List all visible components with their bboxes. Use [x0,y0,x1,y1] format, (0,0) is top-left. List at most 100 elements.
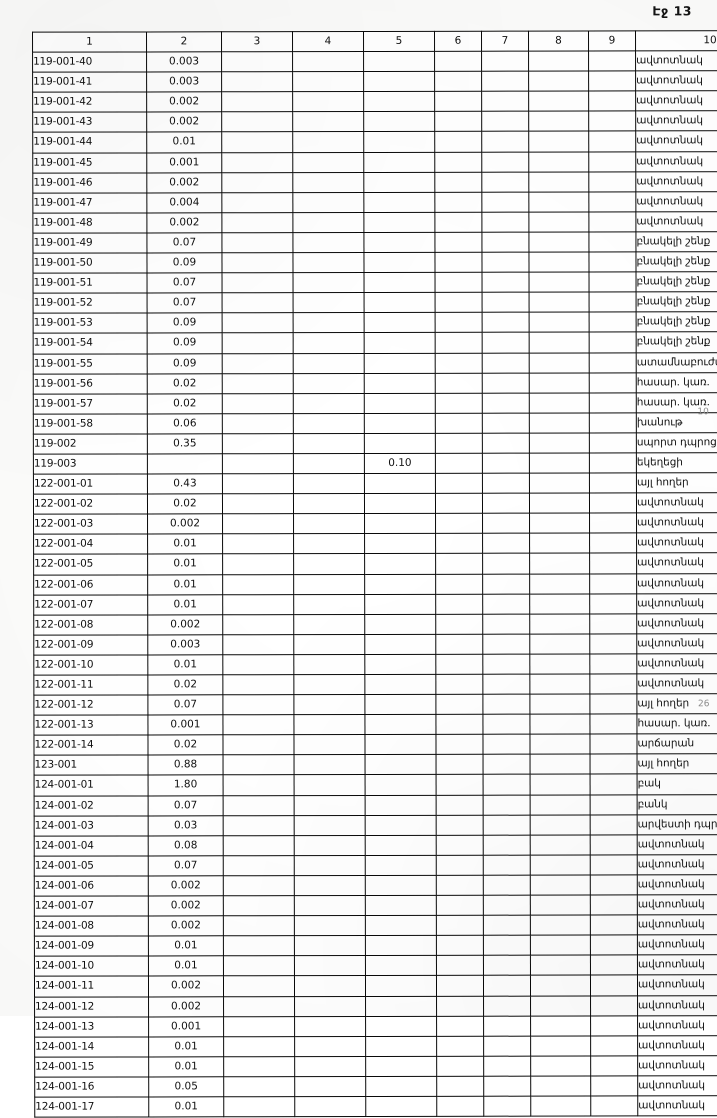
cell-col7 [482,613,530,635]
cell-col6 [435,734,484,755]
cell-col3 [222,714,294,736]
cell-col7 [483,794,531,815]
cell-col5 [364,413,436,434]
cell-col9 [588,231,636,253]
cell-usage-type: ավտոտնակ [636,613,717,634]
cell-col8 [529,613,590,634]
cell-col9 [588,171,636,192]
cell-col8 [529,432,590,454]
cell-parcel-id: 119-001-47 [32,192,147,214]
cell-usage-type: ավտոտնակ [637,854,717,875]
table-row: 124-001-14 0.01 ավտոտնակ [34,1035,717,1057]
cell-col2: 0.05 [148,1076,224,1097]
cell-parcel-id: 119-001-52 [33,293,148,314]
table-row: 119-003 0.10 եկեղեցի [33,452,717,475]
cell-col3 [222,272,294,294]
cell-col4 [292,232,364,253]
cell-col6 [436,875,484,896]
cell-col4 [293,654,365,675]
cell-col3 [222,694,294,715]
cell-col7 [482,352,530,373]
cell-col8 [530,935,591,956]
cell-col7 [482,392,530,414]
cell-usage-type: ավտոտնակ [635,191,717,212]
cell-col9 [590,1035,638,1056]
cell-col5 [364,272,436,293]
cell-col2: 0.07 [147,694,223,716]
cell-col9 [590,915,638,936]
table-row: 122-001-02 0.02 ավտոտնակ [33,492,717,515]
cell-usage-type: ավտոտնակ [635,151,717,172]
cell-col6 [436,1035,484,1057]
cell-col5 [364,433,436,454]
table-row: 124-001-10 0.01 ավտոտնակ [34,954,717,977]
cell-col2: 0.07 [147,293,223,314]
cell-col7 [482,513,530,534]
cell-parcel-id: 119-001-50 [32,252,148,274]
cell-col7 [482,292,530,313]
cell-col3 [223,835,295,856]
cell-col2: 0.09 [147,333,223,354]
table-row: 119-001-44 0.01 ավտոտնակ [32,131,717,153]
cell-col5 [365,1096,437,1117]
table-row: 122-001-08 0.002 ավտոտնակ [33,613,717,635]
cell-parcel-id: 122-001-06 [33,574,148,595]
cell-parcel-id: 119-001-54 [33,333,148,354]
cell-col3 [222,393,294,414]
cell-col8 [528,51,589,72]
cell-col7 [482,473,530,494]
cell-col3 [222,312,294,334]
column-header-10: 10 [635,30,717,52]
cell-col8 [530,874,591,896]
cell-col2: 0.35 [147,433,223,454]
table-row: 119-001-47 0.004 ավտոտնակ [32,191,717,214]
cell-col4 [293,513,365,534]
cell-col6 [434,171,482,193]
cell-col7 [483,774,531,795]
cell-col4 [294,835,366,856]
cell-usage-type: ավտոտնակ [636,573,717,594]
cell-col5 [364,393,436,414]
cell-col7 [483,834,531,856]
cell-col4 [294,915,366,936]
table-row: 124-001-16 0.05 ավտոտնակ [34,1075,717,1098]
cell-usage-type: ավտոտնակ [636,593,717,614]
cell-parcel-id: 122-001-08 [33,614,148,635]
cell-parcel-id: 119-001-56 [33,373,148,394]
cell-col3 [223,815,295,836]
cell-col5 [365,935,437,956]
cell-col6 [435,332,483,353]
table-body: 119-001-40 0.003 ավտոտնակ 119-001-41 0.003 ավ… [32,50,717,1118]
cell-col4 [293,373,365,394]
cell-col8 [530,955,591,976]
table-row: 119-001-51 0.07 բնակելի շենք [33,271,717,294]
cell-usage-type: ավտոտնակ [636,512,717,534]
cell-parcel-id: 124-001-12 [34,996,149,1017]
cell-col4 [294,995,366,1017]
cell-usage-type: սպորտ դպրոց [636,432,717,453]
cell-usage-type: ավտոտնակ [637,1015,717,1036]
cell-col3 [222,654,294,675]
cell-col8 [529,653,590,675]
table-row: 119-001-56 0.02 հասար. կառ. [33,372,717,394]
cell-col4 [293,533,365,555]
cell-col9 [589,553,637,574]
cell-col6 [435,654,483,675]
cell-parcel-id: 122-001-03 [33,514,148,535]
cell-parcel-id: 122-001-04 [33,534,148,555]
cell-col7 [483,754,531,775]
cell-col9 [589,573,637,594]
cell-col8 [529,292,590,313]
cell-col4 [293,292,365,313]
table-row: 124-001-17 0.01 ավտոտնակ [34,1095,717,1118]
cell-col4 [294,1076,366,1097]
cell-col9 [590,874,638,896]
cell-col6 [436,995,484,1016]
cell-parcel-id: 124-001-16 [34,1076,149,1098]
cell-col6 [435,613,483,635]
cell-col4 [293,634,365,655]
cell-col4 [293,694,365,715]
cell-col3 [222,373,294,394]
cell-col5 [365,1015,437,1037]
cell-col3 [222,413,294,434]
